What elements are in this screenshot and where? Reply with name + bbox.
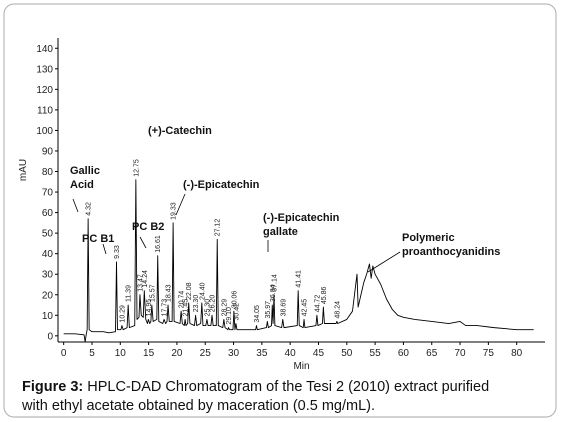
- arrow: [102, 243, 107, 255]
- peak-label: 34.05: [254, 305, 261, 323]
- chromatogram-trace: [63, 179, 534, 343]
- peak-label: 14.24: [142, 270, 149, 288]
- peak-label: 44.72: [314, 295, 321, 313]
- peak-label: 42.45: [302, 299, 309, 317]
- x-tick-label: 20: [171, 348, 183, 359]
- peak-label: 11.39: [126, 285, 133, 302]
- peak-label: 30.06: [231, 291, 238, 309]
- compound-label: Gallic: [70, 165, 100, 177]
- y-tick-label: 110: [37, 105, 53, 116]
- y-tick-label: 0: [47, 331, 53, 342]
- peak-label: 14.95: [146, 299, 153, 317]
- compound-label: PC B1: [82, 233, 114, 245]
- x-tick-label: 15: [143, 348, 155, 359]
- y-tick-label: 10: [42, 311, 54, 322]
- compound-label: Acid: [70, 179, 94, 191]
- peak-label: 10.29: [119, 305, 126, 323]
- figure-border: [3, 3, 557, 418]
- caption-label: Figure 3:: [22, 379, 83, 395]
- x-tick-label: 75: [483, 348, 495, 359]
- caption-text: with ethyl acetate obtained by maceratio…: [21, 398, 375, 414]
- x-tick-label: 30: [228, 348, 240, 359]
- y-tick-label: 120: [36, 85, 53, 96]
- y-tick-label: 90: [42, 146, 54, 157]
- x-tick-label: 10: [115, 348, 127, 359]
- y-tick-label: 100: [36, 126, 53, 137]
- peak-label: 26.20: [210, 295, 217, 313]
- y-tick-label: 60: [42, 208, 54, 219]
- peak-label: 41.41: [296, 270, 303, 288]
- peak-label: 35.97: [265, 301, 272, 319]
- compound-label: gallate: [263, 226, 298, 238]
- peak-label: 22.08: [186, 282, 193, 300]
- x-axis-label: Min: [293, 361, 309, 372]
- y-tick-label: 20: [42, 290, 54, 301]
- peak-label: 36.84: [270, 284, 277, 302]
- arrow: [72, 198, 79, 213]
- x-tick-label: 65: [426, 348, 438, 359]
- peak-label: 48.24: [334, 301, 341, 319]
- peak-label: 19.33: [171, 202, 178, 220]
- caption-text: HPLC-DAD Chromatogram of the Tesi 2 (201…: [83, 379, 489, 395]
- peak-label: 28.29: [221, 299, 228, 317]
- peak-label: 27.12: [215, 219, 222, 237]
- y-tick-label: 130: [36, 64, 53, 75]
- x-tick-label: 0: [61, 348, 67, 359]
- peak-label: 29.10: [226, 307, 233, 325]
- y-tick-label: 80: [42, 167, 54, 178]
- y-tick-label: 40: [42, 249, 54, 260]
- x-tick-label: 40: [285, 348, 297, 359]
- peak-label: 12.75: [133, 159, 140, 177]
- arrow: [175, 193, 186, 216]
- peak-label: 13.47: [137, 274, 144, 292]
- x-tick-label: 70: [454, 348, 466, 359]
- peak-label: 30.42: [233, 303, 240, 321]
- compound-label: Polymeric: [402, 232, 455, 244]
- peak-label: 15.57: [149, 284, 156, 302]
- y-tick-label: 30: [42, 270, 54, 281]
- x-tick-label: 80: [511, 348, 523, 359]
- x-tick-label: 60: [398, 348, 410, 359]
- peak-label: 17.73: [162, 299, 169, 317]
- compound-label: proanthocyanidins: [402, 246, 500, 258]
- y-tick-label: 50: [42, 229, 54, 240]
- peak-label: 38.69: [280, 299, 287, 317]
- y-tick-label: 70: [42, 188, 54, 199]
- x-tick-label: 25: [200, 348, 212, 359]
- x-tick-label: 45: [313, 348, 325, 359]
- peak-label: 9.33: [114, 245, 121, 259]
- y-axis-label: mAU: [18, 159, 29, 181]
- peak-label: 25.30: [204, 299, 211, 317]
- compound-label: PC B2: [132, 221, 164, 233]
- caption: Figure 3: HPLC-DAD Chromatogram of the T…: [22, 379, 489, 395]
- compound-label: (-)-Epicatechin: [183, 179, 260, 191]
- peak-label: 16.61: [155, 235, 162, 253]
- peak-label: 23.30: [193, 295, 200, 313]
- compound-label: (-)-Epicatechin: [263, 212, 340, 224]
- y-tick-label: 140: [36, 44, 53, 55]
- peak-label: 21.45: [183, 299, 190, 317]
- arrow: [139, 236, 147, 249]
- x-tick-label: 55: [370, 348, 382, 359]
- x-tick-label: 50: [341, 348, 353, 359]
- x-tick-label: 5: [89, 348, 95, 359]
- compound-label: (+)-Catechin: [148, 125, 212, 137]
- peak-label: 4.32: [86, 202, 93, 216]
- peak-label: 18.43: [166, 284, 173, 302]
- peak-label: 20.74: [179, 291, 186, 309]
- x-tick-label: 35: [256, 348, 268, 359]
- peak-label: 24.40: [199, 282, 206, 300]
- peak-label: 45.86: [321, 286, 328, 304]
- peak-label: 37.14: [271, 274, 278, 292]
